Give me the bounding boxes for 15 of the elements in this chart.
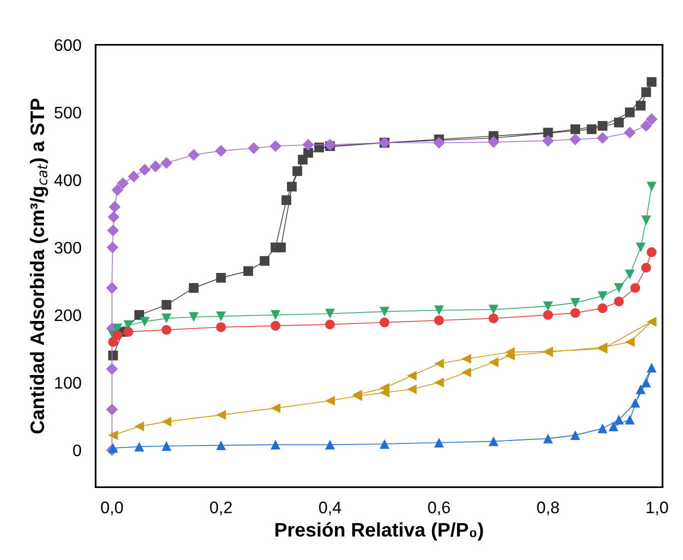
y-axis-title: Cantidad Adsorbida (cm³/g$_{cat}$) a STP	[30, 98, 48, 434]
y-tick-label: 200	[54, 309, 82, 322]
y-tick-label: 600	[54, 39, 82, 52]
y-tick-label: 400	[54, 174, 82, 186]
x-axis-title: Presión Relativa (P/P₀)	[275, 522, 483, 540]
y-tick-label: 0	[73, 444, 82, 456]
x-tick-label: 0,2	[210, 502, 232, 516]
y-tick-label: 500	[54, 106, 82, 119]
x-tick-label: 0,0	[101, 502, 123, 516]
x-tick-label: 0,4	[319, 502, 342, 516]
y-tick-label: 100	[55, 376, 82, 389]
x-tick-label: 0,8	[537, 502, 559, 516]
x-tick-label: 1,0	[646, 502, 668, 516]
y-tick-label: 300	[54, 242, 82, 254]
x-tick-label: 0,6	[428, 502, 450, 516]
